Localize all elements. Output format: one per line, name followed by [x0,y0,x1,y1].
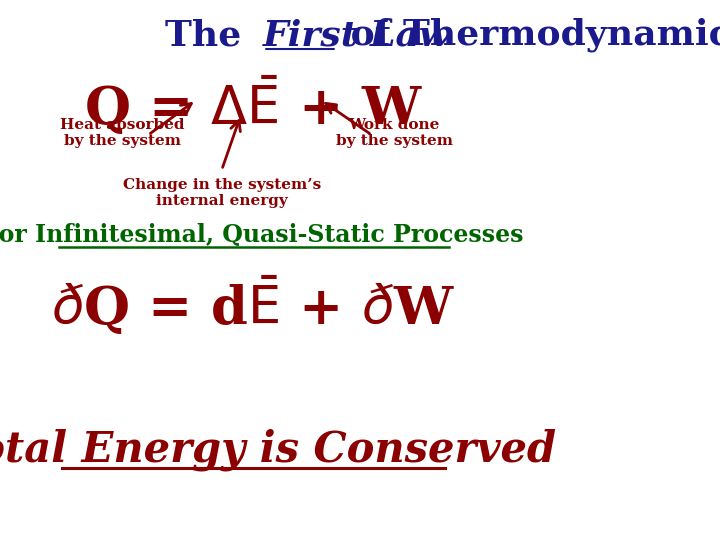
Text: The: The [165,18,253,52]
Text: First Law: First Law [264,18,451,52]
Text: For Infinitesimal, Quasi-Static Processes: For Infinitesimal, Quasi-Static Processe… [0,223,524,247]
Text: Total Energy is Conserved: Total Energy is Conserved [0,429,556,471]
Text: of Thermodynamics: of Thermodynamics [338,18,720,52]
Text: Heat absorbed
by the system: Heat absorbed by the system [60,118,185,148]
Text: Work done
by the system: Work done by the system [336,118,453,148]
Text: Change in the system’s
internal energy: Change in the system’s internal energy [122,178,321,208]
Text: Q = $\Delta\bar{\rm E}$ + W: Q = $\Delta\bar{\rm E}$ + W [84,73,423,137]
Text: $\eth$Q = d$\bar{\rm E}$ + $\eth$W: $\eth$Q = d$\bar{\rm E}$ + $\eth$W [51,273,456,337]
